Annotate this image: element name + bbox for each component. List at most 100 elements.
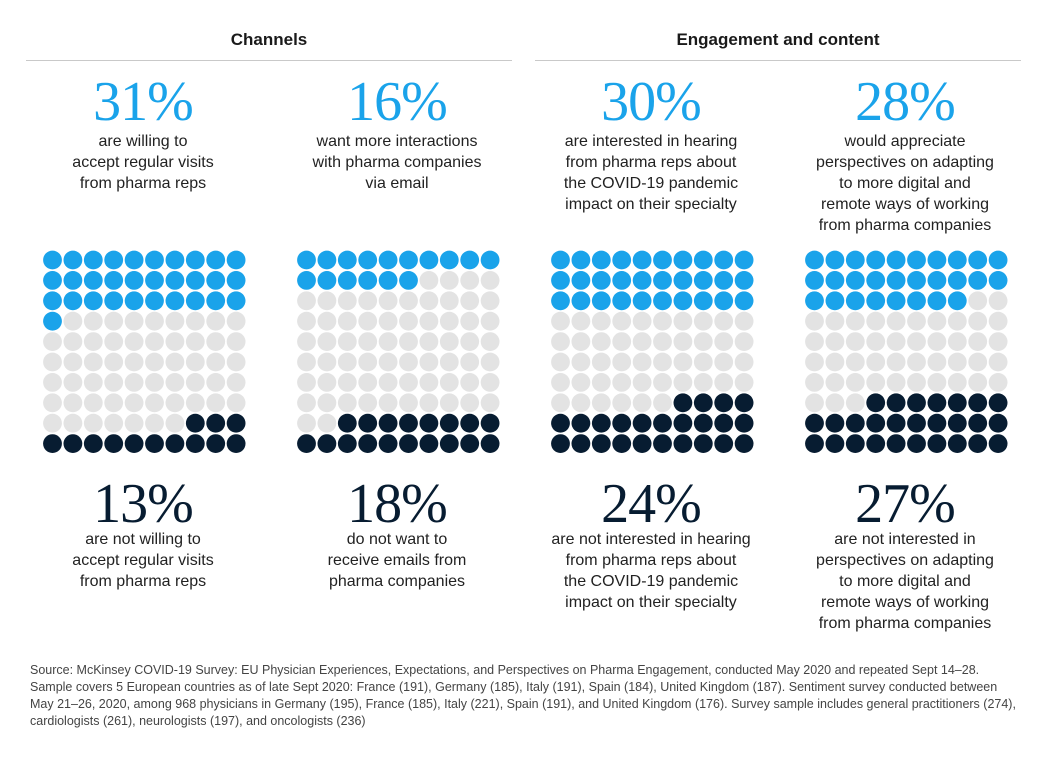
positive-dot [378, 271, 398, 290]
neutral-dot [378, 291, 398, 311]
neutral-dot [83, 311, 103, 331]
positive-dot [226, 291, 246, 311]
negative-dot [805, 413, 824, 433]
neutral-dot [358, 332, 378, 351]
neutral-dot [297, 352, 316, 372]
neutral-dot [185, 393, 205, 413]
neutral-dot [591, 393, 611, 413]
neutral-dot [378, 373, 398, 392]
neutral-dot [907, 373, 926, 392]
positive-dot [866, 291, 886, 311]
neutral-dot [907, 311, 926, 331]
positive-dot [378, 250, 398, 270]
negative-dot [439, 413, 459, 433]
neutral-dot [673, 373, 693, 392]
positive-dot [124, 250, 144, 270]
negative-dot [571, 413, 591, 433]
neutral-dot [206, 352, 226, 372]
positive-percentage: 30% [601, 71, 702, 133]
neutral-dot [317, 352, 337, 372]
neutral-dot [460, 271, 480, 290]
section-title: Channels [230, 30, 308, 49]
positive-dot [571, 250, 591, 270]
negative-dot [907, 434, 926, 453]
negative-dot [947, 393, 967, 413]
neutral-dot [297, 332, 316, 351]
neutral-dot [825, 311, 845, 331]
neutral-dot [43, 373, 62, 392]
negative-dot [866, 393, 886, 413]
positive-description: would appreciate perspectives on adaptin… [816, 133, 994, 234]
positive-dot [673, 291, 693, 311]
negative-dot [988, 434, 1008, 453]
neutral-dot [165, 332, 185, 351]
negative-dot [714, 413, 734, 433]
neutral-dot [988, 311, 1008, 331]
neutral-dot [653, 352, 672, 372]
negative-description: are not interested in perspectives on ad… [816, 531, 994, 632]
neutral-dot [226, 393, 246, 413]
negative-dot [185, 413, 205, 433]
negative-dot [185, 434, 205, 453]
positive-dot [907, 291, 926, 311]
positive-dot [612, 291, 632, 311]
neutral-dot [968, 291, 988, 311]
neutral-dot [632, 352, 652, 372]
negative-dot [968, 393, 988, 413]
negative-dot [145, 434, 164, 453]
neutral-dot [805, 393, 824, 413]
neutral-dot [297, 373, 316, 392]
neutral-dot [988, 373, 1008, 392]
positive-dot [845, 250, 865, 270]
negative-dot [378, 413, 398, 433]
neutral-dot [886, 352, 906, 372]
negative-dot [378, 434, 398, 453]
positive-dot [358, 250, 378, 270]
negative-dot [693, 413, 713, 433]
neutral-dot [693, 311, 713, 331]
positive-dot [632, 271, 652, 290]
positive-dot [714, 291, 734, 311]
positive-dot [104, 271, 124, 290]
negative-dot [927, 434, 947, 453]
neutral-dot [714, 352, 734, 372]
neutral-dot [317, 332, 337, 351]
stat-column-email: 16% want more interactions with pharma c… [270, 60, 524, 650]
neutral-dot [297, 311, 316, 331]
waffle-chart [43, 250, 246, 453]
neutral-dot [206, 373, 226, 392]
neutral-dot [165, 393, 185, 413]
neutral-dot [591, 352, 611, 372]
neutral-dot [419, 291, 439, 311]
negative-dot [714, 393, 734, 413]
neutral-dot [805, 373, 824, 392]
positive-percentage: 28% [855, 71, 956, 133]
neutral-dot [571, 352, 591, 372]
neutral-dot [480, 311, 500, 331]
neutral-dot [185, 311, 205, 331]
positive-dot [480, 250, 500, 270]
negative-dot [947, 413, 967, 433]
negative-dot [63, 434, 83, 453]
neutral-dot [317, 393, 337, 413]
negative-dot [591, 413, 611, 433]
positive-percentage: 31% [93, 71, 194, 133]
neutral-dot [988, 352, 1008, 372]
neutral-dot [693, 352, 713, 372]
positive-dot [165, 291, 185, 311]
neutral-dot [439, 311, 459, 331]
neutral-dot [805, 352, 824, 372]
positive-dot [734, 250, 754, 270]
neutral-dot [399, 373, 418, 392]
positive-dot [83, 271, 103, 290]
neutral-dot [480, 373, 500, 392]
negative-dot [358, 413, 378, 433]
neutral-dot [124, 413, 144, 433]
positive-dot [632, 250, 652, 270]
positive-dot [886, 291, 906, 311]
neutral-dot [358, 373, 378, 392]
neutral-dot [145, 413, 164, 433]
positive-dot [591, 291, 611, 311]
positive-dot [571, 291, 591, 311]
waffle-chart [297, 250, 500, 453]
